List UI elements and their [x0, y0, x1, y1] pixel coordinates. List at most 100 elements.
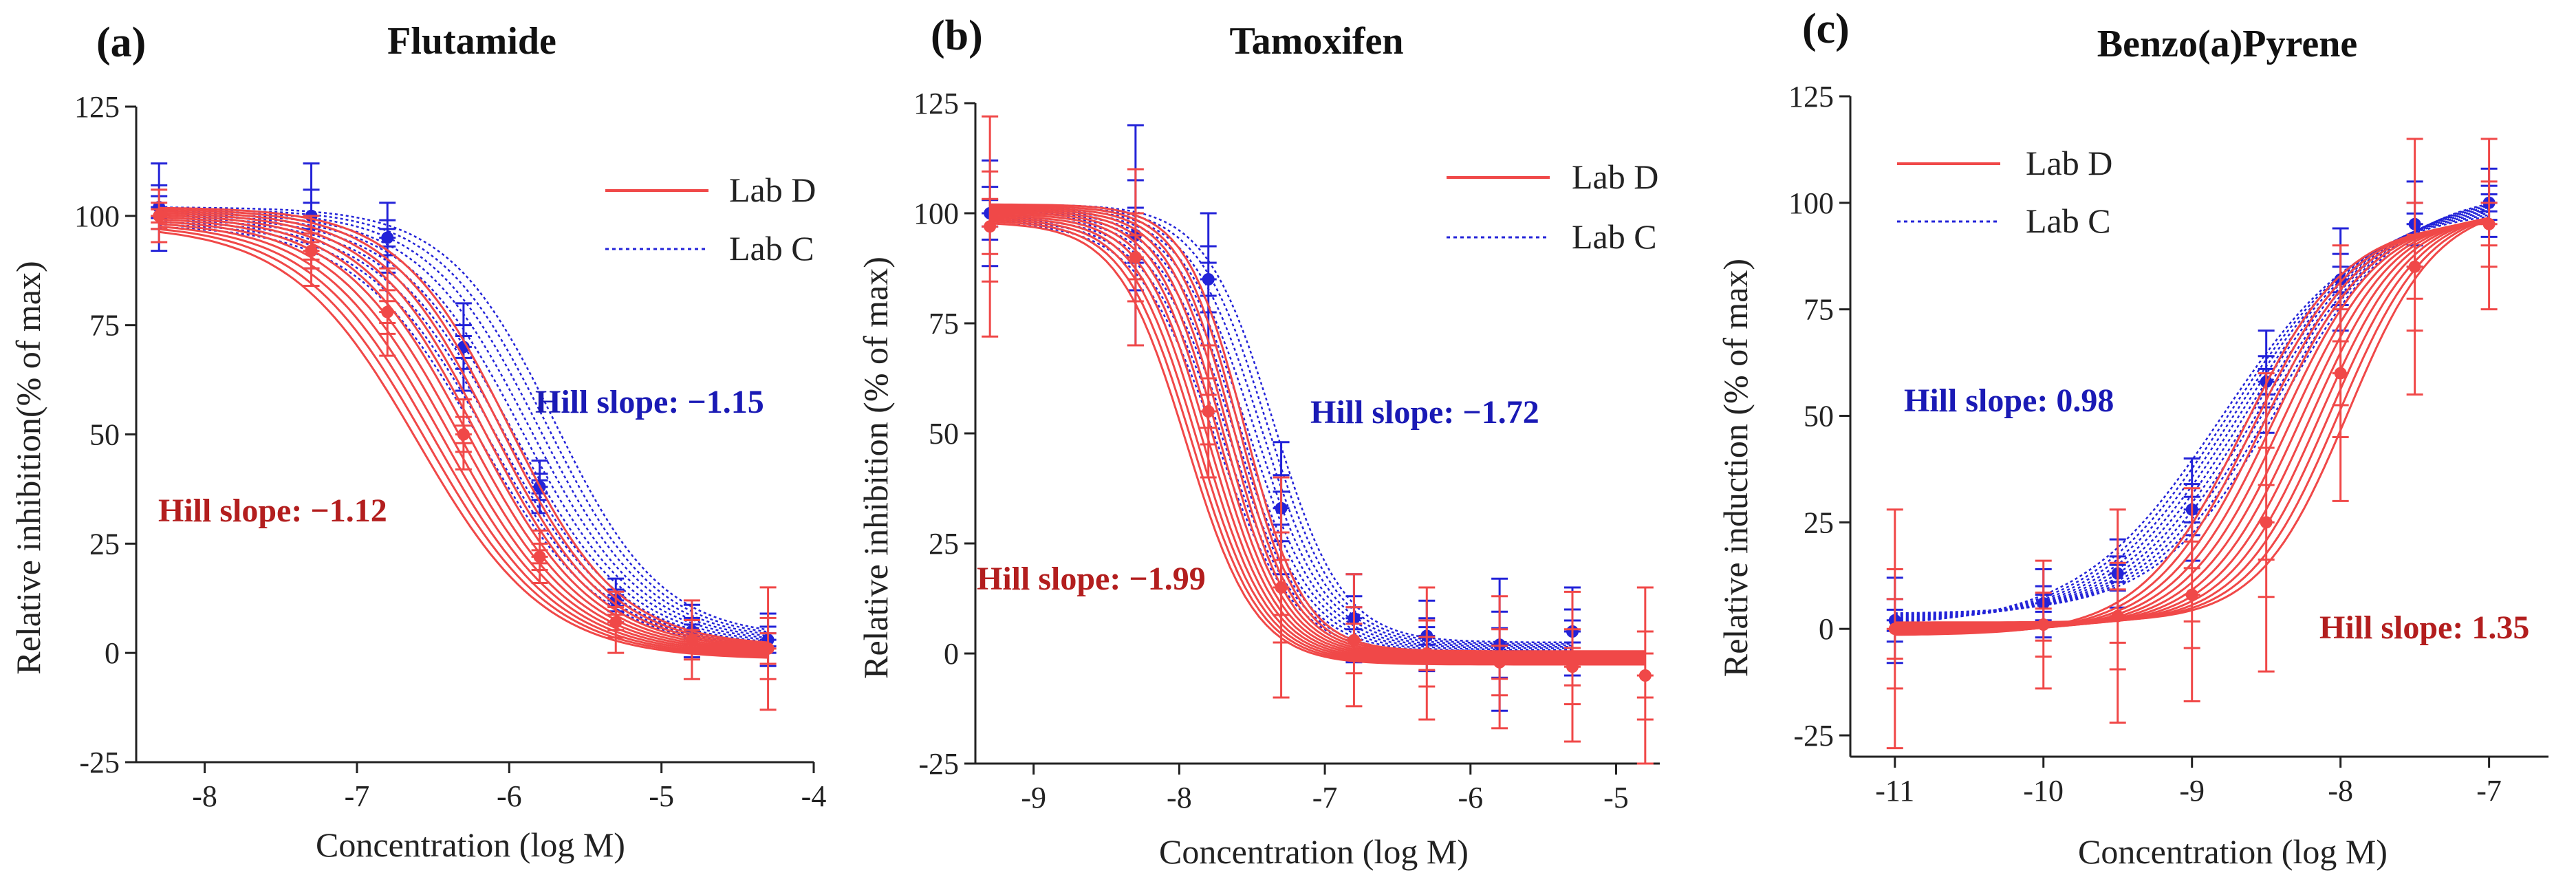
data-point	[379, 202, 396, 274]
mean-marker	[1420, 647, 1433, 660]
x-tick-label: -5	[1603, 781, 1629, 814]
fit-curve	[990, 210, 1645, 658]
legend-label-lab-c: Lab C	[729, 229, 814, 268]
x-tick-label: -8	[192, 779, 217, 813]
mean-marker	[1275, 581, 1288, 594]
data-point	[1636, 586, 1654, 765]
mean-marker	[1566, 660, 1579, 673]
series-lab-d	[1886, 138, 2498, 750]
hill-slope-lab-d-a: Hill slope: −1.12	[158, 493, 387, 529]
y-tick-label: 0	[105, 636, 120, 670]
plot-area-a: -25 0 25 50 75 100 125 -8 -7 -6 -5 -4	[74, 90, 826, 813]
data-point	[683, 599, 700, 680]
legend-label-lab-d: Lab D	[1572, 158, 1658, 196]
fit-curve	[990, 207, 1572, 647]
fit-curve	[159, 206, 768, 644]
data-point	[1127, 168, 1144, 347]
y-tick-label: 125	[74, 90, 120, 124]
data-point	[2258, 372, 2275, 673]
legend-label-lab-d: Lab D	[729, 171, 816, 209]
hill-slope-lab-c-c: Hill slope: 0.98	[1904, 382, 2114, 419]
y-tick-label: 75	[89, 309, 120, 343]
mean-marker	[1202, 405, 1215, 418]
mean-marker	[609, 616, 623, 629]
mean-marker	[2260, 516, 2273, 529]
x-tick-label: -5	[649, 779, 674, 813]
data-point	[2109, 508, 2126, 724]
mean-marker	[2111, 609, 2124, 623]
y-tick-label: 0	[1819, 612, 1834, 646]
y-tick-label: 75	[929, 307, 959, 341]
fit-curve	[990, 222, 1645, 666]
series-lab-d	[151, 188, 777, 711]
hill-slope-lab-d-b: Hill slope: −1.99	[977, 561, 1206, 597]
legend-label-lab-d: Lab D	[2026, 144, 2112, 182]
legend-b: Lab D Lab C	[1447, 158, 1658, 256]
mean-marker	[1129, 251, 1142, 263]
mean-marker	[2334, 367, 2347, 380]
x-tick-label: -9	[1021, 781, 1046, 814]
y-tick-label: 0	[944, 637, 959, 671]
y-tick-label: 100	[913, 197, 959, 230]
y-tick-label: 50	[929, 417, 959, 451]
data-point	[1273, 476, 1290, 699]
hill-slope-lab-c-a: Hill slope: −1.15	[535, 384, 764, 420]
y-tick-label: 100	[1788, 186, 1834, 220]
panel-benzo-a-pyrene: (c) Benzo(a)Pyrene -25 0 25 50 75 100 125 -11 -1…	[1716, 6, 2548, 871]
data-point	[607, 590, 625, 654]
panel-letter-a: (a)	[96, 19, 146, 66]
x-tick-label: -10	[2023, 774, 2064, 808]
fit-curve	[159, 230, 768, 659]
x-tick-label: -7	[1312, 781, 1338, 814]
x-axis-label-b: Concentration (log M)	[1159, 832, 1469, 871]
data-point	[2406, 138, 2423, 396]
data-point	[531, 529, 548, 585]
fit-curve	[990, 217, 1645, 662]
y-tick-label: 25	[89, 527, 120, 561]
y-tick-label: 125	[1788, 80, 1834, 114]
mean-marker	[533, 550, 546, 563]
fit-curve	[159, 223, 768, 655]
data-point	[303, 215, 320, 287]
fit-curve	[990, 220, 1645, 664]
data-point	[1563, 590, 1581, 743]
fit-curve	[990, 206, 1572, 645]
x-tick-label: -11	[1875, 774, 1914, 808]
x-tick-label: -9	[2179, 774, 2205, 808]
fit-curve	[990, 218, 1645, 663]
fit-curve	[159, 219, 768, 642]
mean-marker	[761, 642, 775, 655]
mean-marker	[305, 244, 318, 257]
mean-marker	[2037, 618, 2050, 631]
x-tick-label: -6	[497, 779, 522, 813]
y-tick-label: -25	[79, 746, 120, 779]
fit-curve	[990, 205, 1645, 653]
x-tick-label: -8	[2328, 774, 2353, 808]
data-point	[1345, 573, 1363, 708]
data-point	[1491, 595, 1508, 730]
fit-curve	[159, 217, 768, 641]
hill-slope-lab-c-b: Hill slope: −1.72	[1310, 394, 1539, 431]
y-axis-label-c: Relative induction (% of max)	[1716, 259, 1755, 677]
fit-curve	[159, 228, 768, 658]
legend-a: Lab D Lab C	[605, 171, 816, 268]
fit-curve	[159, 224, 768, 646]
legend-label-lab-c: Lab C	[1572, 217, 1657, 256]
plot-area-c: -25 0 25 50 75 100 125 -11 -10 -9 -8 -7	[1788, 80, 2548, 808]
data-point	[2332, 244, 2349, 502]
chart-title-flutamide: Flutamide	[387, 20, 556, 63]
panel-letter-c: (c)	[1802, 6, 1850, 52]
panel-flutamide: (a) Flutamide -25 0 25 50 75 100 125 -8 -7 -6 -5 -4…	[9, 19, 826, 864]
mean-marker	[1638, 669, 1652, 682]
y-tick-label: 125	[913, 87, 959, 120]
y-tick-label: 50	[1804, 400, 1834, 433]
fit-curve	[990, 211, 1645, 658]
data-point	[1200, 344, 1217, 479]
data-point	[2035, 559, 2052, 690]
data-point	[379, 267, 396, 357]
mean-marker	[984, 220, 997, 233]
mean-marker	[381, 305, 394, 318]
series-lab-d	[982, 115, 1654, 765]
mean-marker	[381, 231, 394, 244]
